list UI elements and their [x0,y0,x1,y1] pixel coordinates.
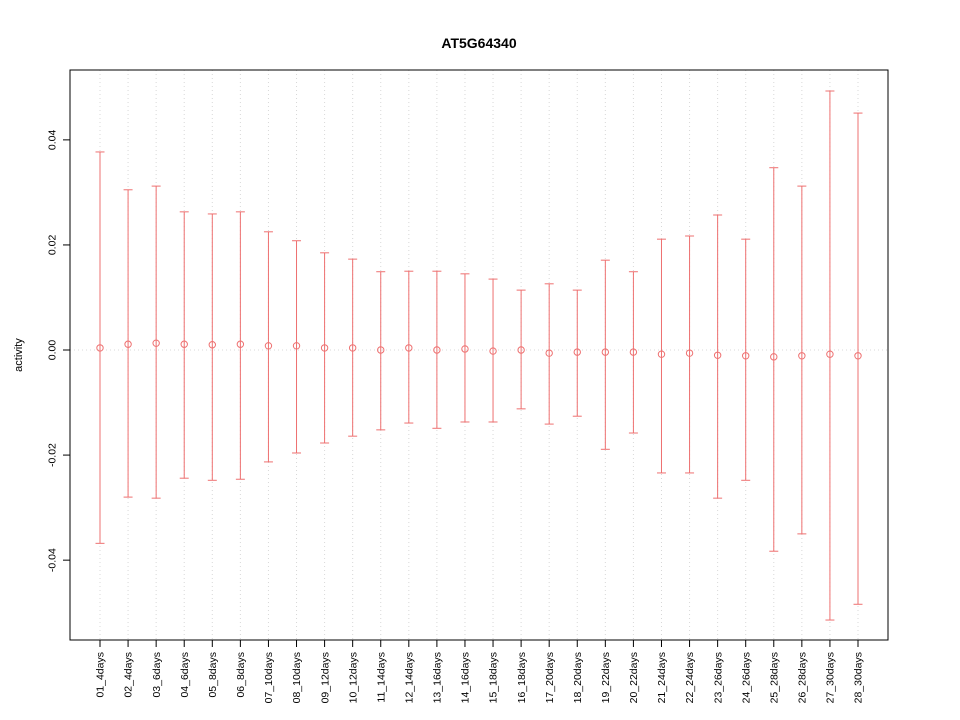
mean-point [573,348,581,356]
x-tick-label: 18_20days [572,652,584,703]
mean-point [124,340,132,348]
mean-point [152,339,160,347]
mean-point [489,347,497,355]
mean-point [292,342,301,350]
y-tick-label: -0.04 [47,548,59,572]
mean-point [320,344,329,352]
error-bar-series [95,90,863,621]
x-tick-label: 13_16days [432,652,444,703]
mean-point [461,345,469,353]
mean-point [96,344,104,352]
mean-point [657,350,666,358]
x-tick-label: 05_8days [207,652,219,698]
axis-layer: -0.04 -0.02 0.00 0.02 0.04 01_4days 02_4days 03… [47,69,889,703]
x-tick-label: 17_20days [544,652,556,703]
x-tick-label: 11_14days [375,652,387,703]
mean-point [208,341,216,349]
mean-point [180,340,188,348]
x-tick-label: 06_8days [235,652,247,698]
mean-point [826,350,834,358]
x-tick-label: 10_12days [347,652,359,703]
mean-point [685,349,694,357]
x-tick-label: 08_10days [291,652,303,703]
mean-point [629,348,638,356]
y-axis-label: activity [13,338,25,372]
mean-point [264,342,273,350]
mean-point [405,344,413,352]
chart-title: AT5G64340 [441,35,516,51]
x-tick-label: 24_26days [740,652,752,703]
x-tick-label: 02_4days [123,652,135,698]
x-tick-label: 09_12days [319,652,331,703]
grid-layer [70,70,888,640]
mean-point [742,352,750,360]
x-tick-label: 03_6days [151,652,163,698]
mean-point [798,352,806,360]
mean-point [854,352,862,360]
mean-point [545,349,553,357]
mean-point [770,353,778,361]
x-tick-label: 12_14days [403,652,415,703]
x-tick-label: 20_22days [628,652,640,703]
mean-point [377,346,385,354]
x-tick-label: 26_28days [797,652,809,703]
x-tick-label: 04_6days [179,652,191,698]
mean-point [348,344,357,352]
x-tick-label: 23_26days [712,652,724,703]
mean-point [236,340,245,348]
x-tick-label: 28_30days [853,652,865,703]
y-tick-label: 0.02 [47,235,59,256]
x-tick-label: 16_18days [516,652,528,703]
y-tick-label: -0.02 [47,443,59,467]
mean-point [601,348,610,356]
x-tick-label: 07_10days [263,652,275,703]
x-tick-label: 14_16days [460,652,472,703]
mean-point [517,346,525,354]
mean-point [433,346,441,354]
x-tick-label: 25_28days [768,652,780,703]
x-tick-label: 01_4days [95,652,107,698]
x-tick-label: 15_18days [488,652,500,703]
mean-point [713,351,722,359]
y-tick-label: 0.00 [47,340,59,361]
x-tick-label: 27_30days [825,652,837,703]
y-tick-label: 0.04 [47,129,59,150]
x-tick-label: 22_24days [684,652,696,703]
x-tick-label: 19_22days [600,652,612,703]
x-tick-label: 21_24days [656,652,668,703]
plot-border [69,69,889,641]
